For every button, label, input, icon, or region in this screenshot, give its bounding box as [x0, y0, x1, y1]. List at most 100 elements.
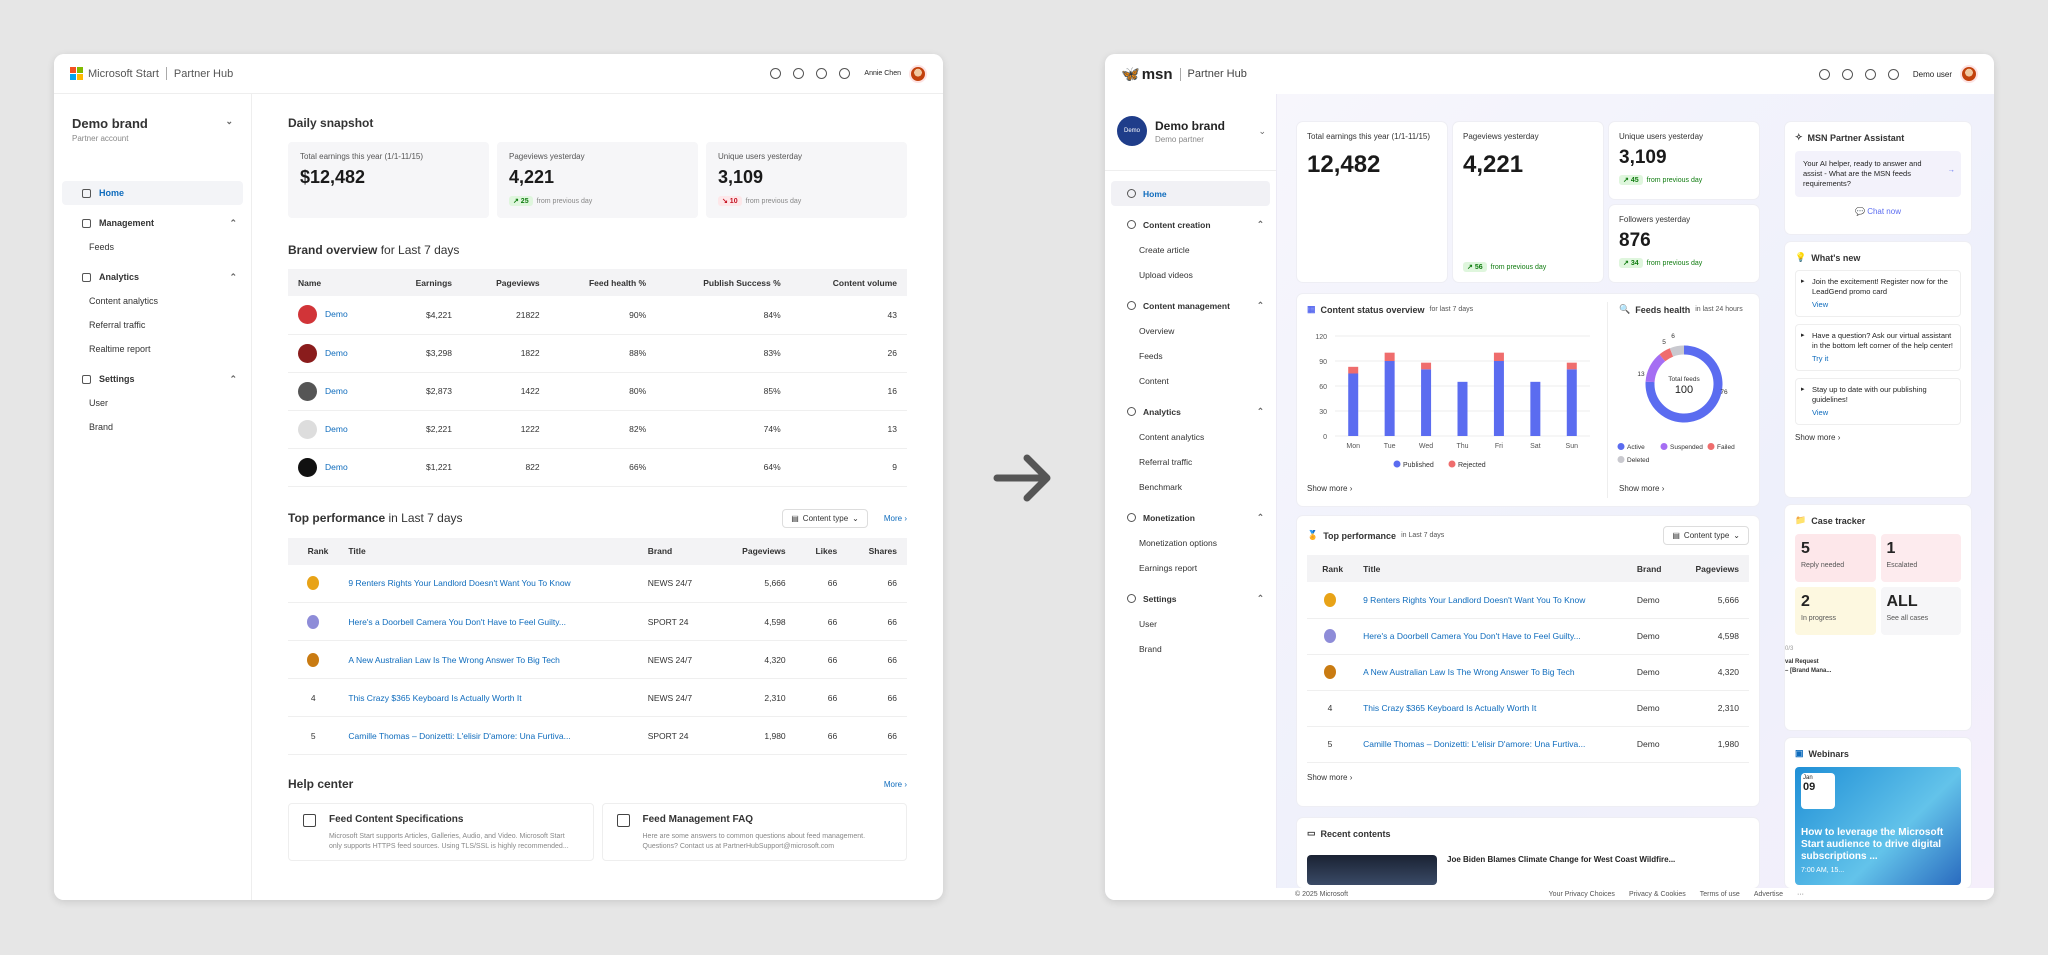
sidebar-item-analytics[interactable]: Analytics ⌃	[1111, 399, 1270, 424]
bar-rejected[interactable]	[1348, 366, 1359, 374]
bar-published[interactable]	[1457, 381, 1468, 436]
people-icon[interactable]	[770, 68, 782, 79]
sidebar-item-management[interactable]: Management ⌃	[62, 211, 243, 235]
bell-icon[interactable]	[1864, 68, 1876, 80]
column-header[interactable]: Brand	[637, 537, 718, 565]
case-cell[interactable]: ALL See all cases	[1880, 587, 1961, 635]
bell-icon[interactable]	[816, 68, 828, 79]
table-row[interactable]: Here's a Doorbell Camera You Don't Have …	[1307, 618, 1749, 655]
bar-rejected[interactable]	[1566, 362, 1577, 370]
table-row[interactable]: A New Australian Law Is The Wrong Answer…	[1307, 654, 1749, 691]
pie-slice-active[interactable]	[1645, 345, 1723, 423]
sidebar-item-monetization[interactable]: Monetization ⌃	[1111, 505, 1270, 530]
bar-rejected[interactable]	[1384, 352, 1395, 361]
column-header[interactable]: Name	[288, 269, 385, 296]
table-row[interactable]: 9 Renters Rights Your Landlord Doesn't W…	[288, 564, 907, 603]
footer-link[interactable]: Your Privacy Choices	[1548, 890, 1615, 898]
sidebar-item-content-analytics[interactable]: Content analytics	[1111, 424, 1270, 449]
article-link[interactable]: A New Australian Law Is The Wrong Answer…	[1363, 667, 1575, 677]
gear-icon[interactable]	[1887, 68, 1899, 80]
sidebar-item-analytics[interactable]: Analytics ⌃	[62, 265, 243, 289]
pie-slice-deleted[interactable]	[1669, 345, 1685, 357]
article-link[interactable]: This Crazy $365 Keyboard Is Actually Wor…	[1363, 703, 1537, 713]
column-header[interactable]: Shares	[847, 537, 907, 565]
sidebar-item-create-article[interactable]: Create article	[1111, 237, 1270, 262]
table-row[interactable]: 4 This Crazy $365 Keyboard Is Actually Wo…	[288, 678, 907, 717]
table-row[interactable]: 4 This Crazy $365 Keyboard Is Actually Wo…	[1307, 690, 1749, 727]
assistant-prompt[interactable]: Your AI helper, ready to answer and assi…	[1795, 151, 1961, 197]
sidebar-item-user[interactable]: User	[62, 391, 243, 415]
sidebar-item-monetization-options[interactable]: Monetization options	[1111, 530, 1270, 555]
sidebar-item-brand[interactable]: Brand	[62, 415, 243, 439]
bar-published[interactable]	[1348, 373, 1359, 437]
thumbnail-image[interactable]	[1307, 855, 1437, 885]
webinar-banner[interactable]: Jan 09 How to leverage the Microsoft Star…	[1795, 767, 1961, 885]
table-row[interactable]: Demo $2,873 1422 80% 85% 16	[288, 372, 907, 411]
news-link[interactable]: Try it	[1812, 354, 1829, 363]
sidebar-item-brand[interactable]: Brand	[1111, 636, 1270, 661]
footer-link[interactable]: ···	[1797, 890, 1804, 898]
column-header[interactable]: Brand	[1626, 555, 1678, 582]
brand-link[interactable]: Demo	[325, 385, 348, 396]
chat-now-button[interactable]: 💬 Chat now	[1795, 207, 1961, 216]
article-link[interactable]: Camille Thomas – Donizetti: L'elisir D'a…	[348, 730, 571, 741]
brand-link[interactable]: Demo	[325, 461, 348, 472]
show-more-link[interactable]: Show more ›	[1307, 484, 1353, 493]
bar-rejected[interactable]	[1421, 362, 1432, 370]
sidebar-item-content[interactable]: Content	[1111, 368, 1270, 393]
user-name[interactable]: Demo user	[1912, 69, 1952, 79]
column-header[interactable]: Publish Success %	[656, 269, 791, 296]
footer-link[interactable]: Privacy & Cookies	[1628, 890, 1686, 898]
user-name[interactable]: Annie Chen	[864, 70, 901, 77]
more-link[interactable]: More ›	[883, 513, 907, 523]
sidebar-item-user[interactable]: User	[1111, 611, 1270, 636]
brand-switcher[interactable]: Demo Demo brand Demo partner ⌄	[1117, 116, 1266, 146]
case-cell[interactable]: 5 Reply needed	[1795, 534, 1876, 582]
table-row[interactable]: 9 Renters Rights Your Landlord Doesn't W…	[1307, 582, 1749, 619]
gear-icon[interactable]	[839, 68, 851, 79]
column-header[interactable]: Title	[1353, 555, 1627, 582]
sidebar-item-content-management[interactable]: Content management ⌃	[1111, 293, 1270, 318]
bar-published[interactable]	[1421, 369, 1432, 436]
show-more-link[interactable]: Show more ›	[1307, 772, 1353, 782]
sidebar-item-home[interactable]: Home	[1111, 181, 1270, 206]
show-more-link[interactable]: Show more ›	[1619, 484, 1665, 493]
article-link[interactable]: Here's a Doorbell Camera You Don't Have …	[348, 616, 566, 627]
article-link[interactable]: This Crazy $365 Keyboard Is Actually Wor…	[348, 692, 522, 703]
show-more-link[interactable]: Show more ›	[1795, 433, 1841, 442]
article-link[interactable]: Camille Thomas – Donizetti: L'elisir D'a…	[1363, 739, 1586, 749]
sidebar-item-settings[interactable]: Settings ⌃	[62, 367, 243, 391]
sidebar-item-settings[interactable]: Settings ⌃	[1111, 586, 1270, 611]
sidebar-item-home[interactable]: Home	[62, 181, 243, 205]
document-icon[interactable]	[1841, 68, 1853, 80]
table-row[interactable]: 5 Camille Thomas – Donizetti: L'elisir D'…	[288, 716, 907, 755]
recent-item-title[interactable]: Joe Biden Blames Climate Change for West…	[1447, 855, 1676, 864]
table-row[interactable]: Here's a Doorbell Camera You Don't Have …	[288, 602, 907, 641]
footer-link[interactable]: Advertise	[1753, 890, 1783, 898]
article-link[interactable]: A New Australian Law Is The Wrong Answer…	[348, 654, 560, 665]
news-link[interactable]: View	[1812, 408, 1829, 417]
content-type-dropdown[interactable]: ▤ Content type ⌄	[782, 508, 868, 528]
pie-slice-suspended[interactable]	[1645, 354, 1666, 383]
article-link[interactable]: Here's a Doorbell Camera You Don't Have …	[1363, 631, 1581, 641]
column-header[interactable]: Content volume	[790, 269, 907, 296]
bar-published[interactable]	[1384, 361, 1395, 436]
sidebar-item-referral-traffic[interactable]: Referral traffic	[62, 313, 243, 337]
sidebar-item-earnings-report[interactable]: Earnings report	[1111, 555, 1270, 580]
table-row[interactable]: A New Australian Law Is The Wrong Answer…	[288, 640, 907, 679]
sidebar-item-feeds[interactable]: Feeds	[1111, 343, 1270, 368]
footer-link[interactable]: Terms of use	[1699, 890, 1740, 898]
bar-rejected[interactable]	[1493, 352, 1504, 361]
brand-link[interactable]: Demo	[325, 347, 348, 358]
column-header[interactable]: Feed health %	[549, 269, 657, 296]
bar-published[interactable]	[1493, 361, 1504, 436]
headset-icon[interactable]	[1818, 68, 1830, 80]
help-card[interactable]: Feed Content Specifications Microsoft Sta…	[288, 803, 594, 861]
bar-published[interactable]	[1566, 369, 1577, 436]
help-more-link[interactable]: More ›	[883, 779, 907, 789]
sidebar-item-overview[interactable]: Overview	[1111, 318, 1270, 343]
sidebar-item-upload-videos[interactable]: Upload videos	[1111, 262, 1270, 287]
column-header[interactable]: Rank	[1307, 555, 1354, 582]
table-row[interactable]: Demo $2,221 1222 82% 74% 13	[288, 410, 907, 449]
case-cell[interactable]: 1 Escalated	[1880, 534, 1961, 582]
